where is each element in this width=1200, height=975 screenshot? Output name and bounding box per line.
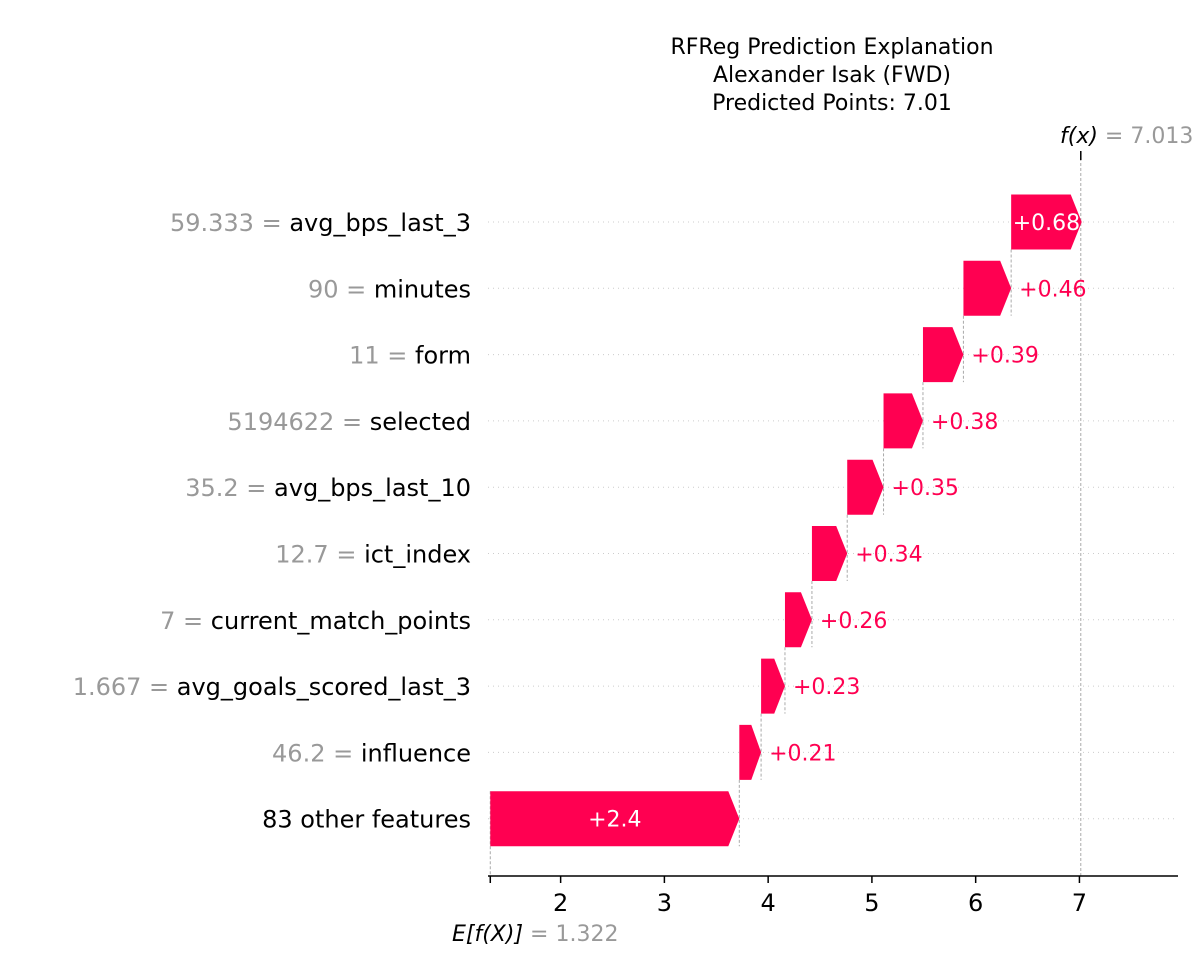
feature-value: 90 = — [308, 275, 374, 303]
title-line-2: Alexander Isak (FWD) — [713, 63, 951, 88]
bar-value-label: +0.23 — [793, 675, 860, 700]
chart-title: RFReg Prediction Explanation Alexander Is… — [670, 35, 993, 116]
bar-influence — [739, 724, 762, 780]
feature-value: 35.2 = — [185, 474, 274, 502]
bar-value-label: +0.21 — [769, 741, 836, 766]
bar-value-label: +0.35 — [892, 476, 959, 501]
feature-label: 11 = form — [349, 342, 471, 370]
output-value-number: = 7.013 — [1098, 124, 1193, 149]
feature-name: ict_index — [364, 541, 471, 569]
feature-value: 11 = — [349, 342, 415, 370]
bar-value-label: +0.68 — [1013, 211, 1080, 236]
title-line-1: RFReg Prediction Explanation — [670, 35, 993, 60]
x-tick-label: 7 — [1072, 889, 1087, 917]
x-axis: 2 3 4 5 6 7 — [488, 875, 1178, 917]
feature-label: 46.2 = influence — [272, 739, 471, 767]
feature-label: 90 = minutes — [308, 275, 471, 303]
title-line-3: Predicted Points: 7.01 — [712, 91, 952, 116]
bar-minutes — [963, 260, 1012, 316]
bar-value-label: +0.26 — [820, 609, 887, 634]
feature-value: 1.667 = — [73, 673, 177, 701]
row-gridlines — [488, 221, 1178, 820]
x-tick-label: 3 — [657, 889, 672, 917]
feature-value: 46.2 = — [272, 739, 361, 767]
feature-name: 83 other features — [262, 806, 471, 834]
feature-label: 83 other features — [262, 806, 471, 834]
feature-name: avg_goals_scored_last_3 — [177, 673, 471, 701]
x-tick-label: 2 — [553, 889, 568, 917]
feature-name: selected — [370, 408, 471, 436]
feature-name: influence — [361, 739, 471, 767]
feature-label: 35.2 = avg_bps_last_10 — [185, 474, 471, 502]
base-value-marker: E[f(X)] = 1.322 — [452, 922, 618, 947]
feature-name: minutes — [374, 275, 471, 303]
bar-ict_index — [811, 526, 848, 581]
base-label-name: E[f(X)] — [452, 922, 523, 947]
feature-label: 1.667 = avg_goals_scored_last_3 — [73, 673, 471, 701]
feature-label: 7 = current_match_points — [160, 607, 471, 635]
base-value-label: E[f(X)] = 1.322 — [452, 922, 618, 947]
x-tick-label: 6 — [968, 889, 983, 917]
feature-value: 5194622 = — [227, 408, 369, 436]
bar-value-label: +0.34 — [855, 543, 922, 568]
feature-label: 59.333 = avg_bps_last_3 — [170, 209, 471, 237]
feature-label: 5194622 = selected — [227, 408, 471, 436]
bar-value-label: +0.38 — [931, 410, 998, 435]
feature-name: avg_bps_last_3 — [289, 209, 471, 237]
output-label-name: f(x) — [1060, 124, 1098, 149]
bar-value-label: +0.39 — [971, 344, 1038, 369]
bar-value-label: +2.4 — [588, 808, 641, 833]
base-value-number: = 1.322 — [523, 922, 618, 947]
bar-value-label: +0.46 — [1019, 277, 1086, 302]
bar-avg_goals_scored_last_3 — [761, 658, 785, 714]
contribution-bars: +0.68 +0.46 +0.39 +0.38 +0.35 +0.34 +0.26 +0.23… — [490, 194, 1087, 847]
bar-current_match_points — [784, 592, 812, 648]
bar-selected — [883, 393, 923, 449]
feature-value: 12.7 = — [275, 541, 364, 569]
bar-avg_bps_last_10 — [847, 459, 884, 515]
feature-value: 7 = — [160, 607, 211, 635]
bar-form — [922, 327, 964, 383]
output-value-marker: f(x) = 7.013 — [1060, 124, 1193, 160]
feature-name: form — [415, 342, 471, 370]
bar-83-other-features — [490, 791, 740, 847]
feature-label: 12.7 = ict_index — [275, 541, 471, 569]
x-tick-label: 4 — [761, 889, 776, 917]
output-value-label: f(x) = 7.013 — [1060, 124, 1193, 149]
feature-value: 59.333 = — [170, 209, 289, 237]
feature-name: current_match_points — [211, 607, 471, 635]
feature-labels: 59.333 = avg_bps_last_3 90 = minutes 11 = … — [73, 209, 471, 834]
x-tick-label: 5 — [864, 889, 879, 917]
bar-avg_bps_last_3 — [1011, 194, 1082, 250]
feature-name: avg_bps_last_10 — [274, 474, 471, 502]
